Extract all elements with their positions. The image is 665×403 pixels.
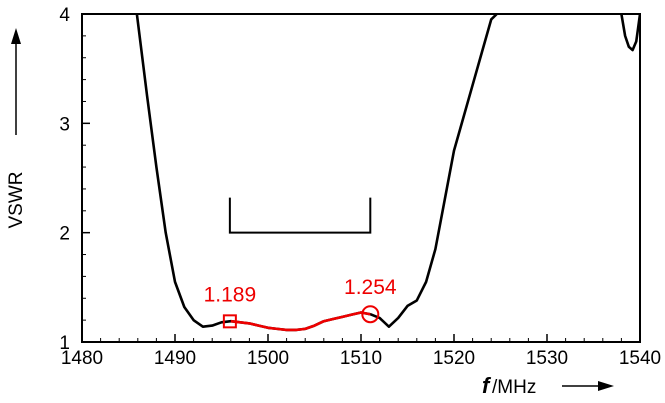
- annotations: 1.189 1.254: [204, 276, 397, 329]
- vswr-curve-1: [135, 14, 498, 332]
- tick-labels: 1480 1490 1500 1510 1520 1530 1540 1 2 3 4: [59, 5, 661, 369]
- plot-frame: [81, 13, 641, 343]
- bandwidth-bracket: [228, 197, 372, 234]
- x-tick-label: 1480: [61, 348, 103, 369]
- vswr-curve-2: [620, 14, 640, 52]
- square-marker: [222, 314, 237, 329]
- x-axis-label-unit: /MHz: [492, 377, 536, 398]
- x-tick-label: 1490: [154, 348, 196, 369]
- x-tick-label: 1530: [526, 348, 568, 369]
- x-axis-arrow-head: [598, 381, 614, 391]
- y-axis-title: VSWR: [6, 28, 27, 229]
- circle-marker: [361, 305, 380, 324]
- data-label: 1.189: [204, 283, 257, 306]
- x-tick-label: 1500: [247, 348, 289, 369]
- series-layer: [135, 14, 640, 332]
- y-tick-label: 1: [59, 333, 70, 354]
- y-tick-label: 2: [59, 224, 70, 245]
- y-tick-label: 4: [59, 5, 70, 26]
- x-axis-label-f: f: [482, 373, 492, 398]
- y-axis-arrow-head: [11, 28, 21, 44]
- vswr-curve-highlight: [230, 311, 371, 332]
- y-tick-label: 3: [59, 114, 70, 135]
- x-tick-label: 1510: [340, 348, 382, 369]
- x-tick-label: 1520: [433, 348, 475, 369]
- bracket-line: [228, 197, 372, 234]
- y-axis-label: VSWR: [6, 172, 27, 229]
- x-axis-title: f /MHz: [482, 373, 614, 398]
- x-tick-label: 1540: [619, 348, 661, 369]
- data-label: 1.254: [344, 276, 397, 299]
